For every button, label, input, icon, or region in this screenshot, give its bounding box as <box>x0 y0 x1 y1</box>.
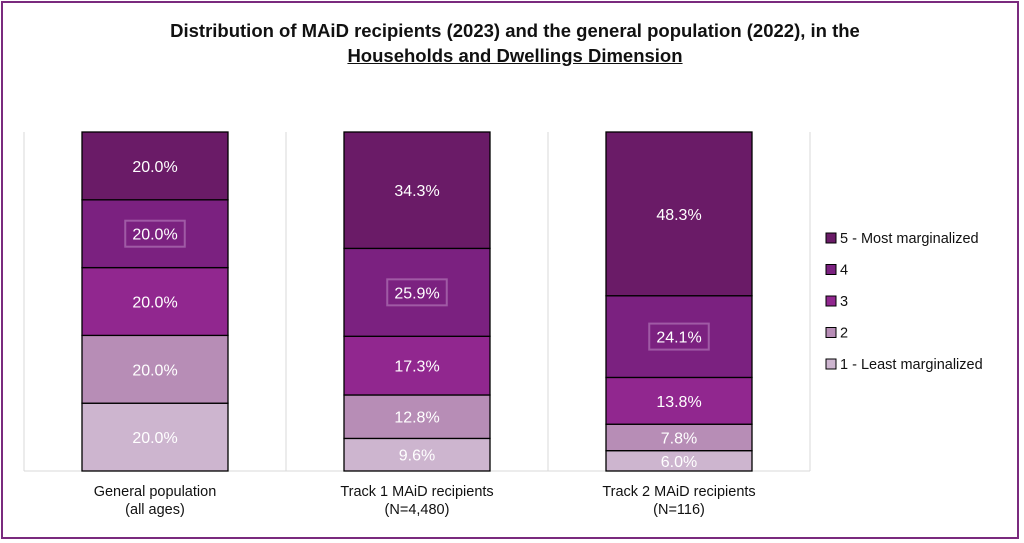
legend-entry: 5 - Most marginalized <box>840 231 979 247</box>
bar-segment <box>605 295 753 379</box>
bars-group: 20.0% 20.0% 20.0% 20.0% 20.0% 9.6% 12.8% 17.3% 2… <box>81 131 753 472</box>
bar-segment <box>343 394 491 440</box>
legend-entry: 1 - Least marginalized <box>840 357 983 373</box>
bar-segment <box>343 335 491 396</box>
chart-title-line1: Distribution of MAiD recipients (2023) a… <box>170 20 860 41</box>
data-label: 25.9% <box>394 285 439 302</box>
data-label: 24.1% <box>656 330 701 347</box>
bar-segment <box>81 131 229 201</box>
data-label: 20.0% <box>132 227 177 244</box>
data-label: 7.8% <box>661 430 697 447</box>
data-label-highlight-box <box>648 322 710 351</box>
legend-entry: 2 <box>840 326 848 342</box>
legend-swatch <box>825 327 837 338</box>
category-label: General population <box>94 484 217 500</box>
category-sublabel: (N=116) <box>653 502 705 518</box>
legend-swatch <box>825 232 837 244</box>
legend-swatch <box>825 295 837 307</box>
data-label: 9.6% <box>399 448 435 465</box>
data-label: 6.0% <box>661 454 697 471</box>
legend-entry: 3 <box>840 294 848 310</box>
legend: 5 - Most marginalized 4 3 2 1 - Least margin… <box>825 231 983 373</box>
category-label: Track 1 MAiD recipients <box>340 484 493 500</box>
bar-segment <box>343 437 491 472</box>
bar-segment <box>81 334 229 404</box>
bar-segment <box>605 376 753 425</box>
legend-swatch <box>825 264 837 275</box>
legend-swatch <box>825 358 837 370</box>
category-sublabel: (N=4,480) <box>385 502 450 518</box>
chart-title-line2: Households and Dwellings Dimension <box>347 45 683 66</box>
bar-segment <box>81 402 229 472</box>
bar-segment <box>343 131 491 250</box>
data-label-highlight-box <box>124 219 186 248</box>
data-label: 12.8% <box>394 410 439 427</box>
chart-title: Distribution of MAiD recipients (2023) a… <box>0 18 1024 68</box>
data-label: 20.0% <box>132 430 177 447</box>
bar-segment <box>605 423 753 452</box>
category-labels: General population (all ages) Track 1 MAiD… <box>94 484 756 518</box>
legend-entry: 4 <box>840 263 848 279</box>
data-label: 20.0% <box>132 159 177 176</box>
bar-segment <box>81 199 229 269</box>
data-label: 13.8% <box>656 394 701 411</box>
data-label: 48.3% <box>656 207 701 224</box>
bar-segment <box>81 266 229 337</box>
category-sublabel: (all ages) <box>125 502 185 518</box>
category-label: Track 2 MAiD recipients <box>602 484 755 500</box>
data-label-highlight-box <box>386 278 448 307</box>
bar-segment <box>605 131 753 297</box>
bar-segment <box>343 247 491 337</box>
data-label: 20.0% <box>132 295 177 312</box>
data-label: 17.3% <box>394 359 439 376</box>
data-label: 20.0% <box>132 362 177 379</box>
data-label: 34.3% <box>394 183 439 200</box>
